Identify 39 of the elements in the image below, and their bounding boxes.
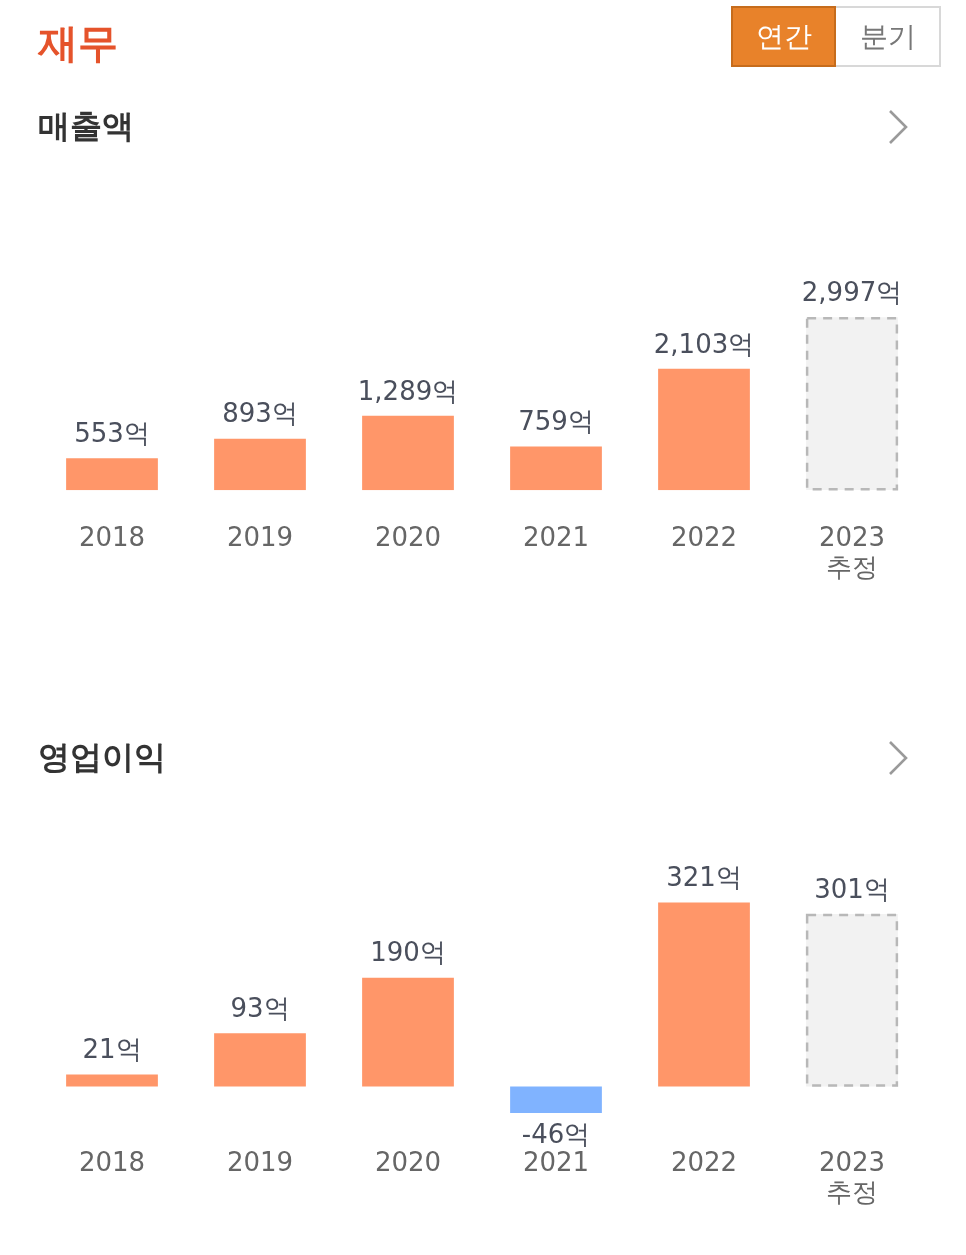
data-label: 190억 <box>370 937 446 968</box>
x-tick-label: 2018 <box>78 521 146 552</box>
x-tick-label: 2023 추정 <box>818 1146 886 1207</box>
bar <box>510 1086 602 1113</box>
bar <box>658 368 750 491</box>
bar <box>362 415 454 491</box>
x-tick-label: 2022 <box>670 1146 738 1177</box>
data-label: 2,103억 <box>653 328 755 359</box>
bar <box>362 977 454 1087</box>
chart-title: 매출액 <box>38 106 134 146</box>
bar <box>214 438 306 491</box>
bar <box>510 446 602 491</box>
data-label: 21억 <box>82 1034 142 1065</box>
x-tick-label: 2021 <box>522 521 590 552</box>
data-label: 553억 <box>74 418 150 449</box>
tab-button: 연간 <box>731 6 836 67</box>
x-tick-label: 2020 <box>374 1146 442 1177</box>
data-label: 321억 <box>666 862 742 893</box>
x-tick-label: 2019 <box>226 521 294 552</box>
data-label: 93억 <box>230 993 290 1024</box>
data-label: 301억 <box>814 873 890 904</box>
tab-button: 분기 <box>836 6 941 67</box>
data-label: 759억 <box>518 406 594 437</box>
bar <box>66 458 158 491</box>
bar <box>66 1074 158 1087</box>
bar <box>658 902 750 1087</box>
x-tick-label: 2022 <box>670 521 738 552</box>
data-label: 893억 <box>222 398 298 429</box>
text: 재무 <box>38 19 118 68</box>
x-tick-label: 2023 추정 <box>818 521 886 582</box>
data-label: 2,997억 <box>801 276 903 307</box>
x-tick-label: 2021 <box>522 1146 590 1177</box>
chart-title: 영업이익 <box>38 737 166 777</box>
x-tick-label: 2020 <box>374 521 442 552</box>
data-label: 1,289억 <box>357 375 459 406</box>
x-tick-label: 2019 <box>226 1146 294 1177</box>
data-label: -46억 <box>521 1118 591 1149</box>
bar <box>214 1033 306 1087</box>
x-tick-label: 2018 <box>78 1146 146 1177</box>
